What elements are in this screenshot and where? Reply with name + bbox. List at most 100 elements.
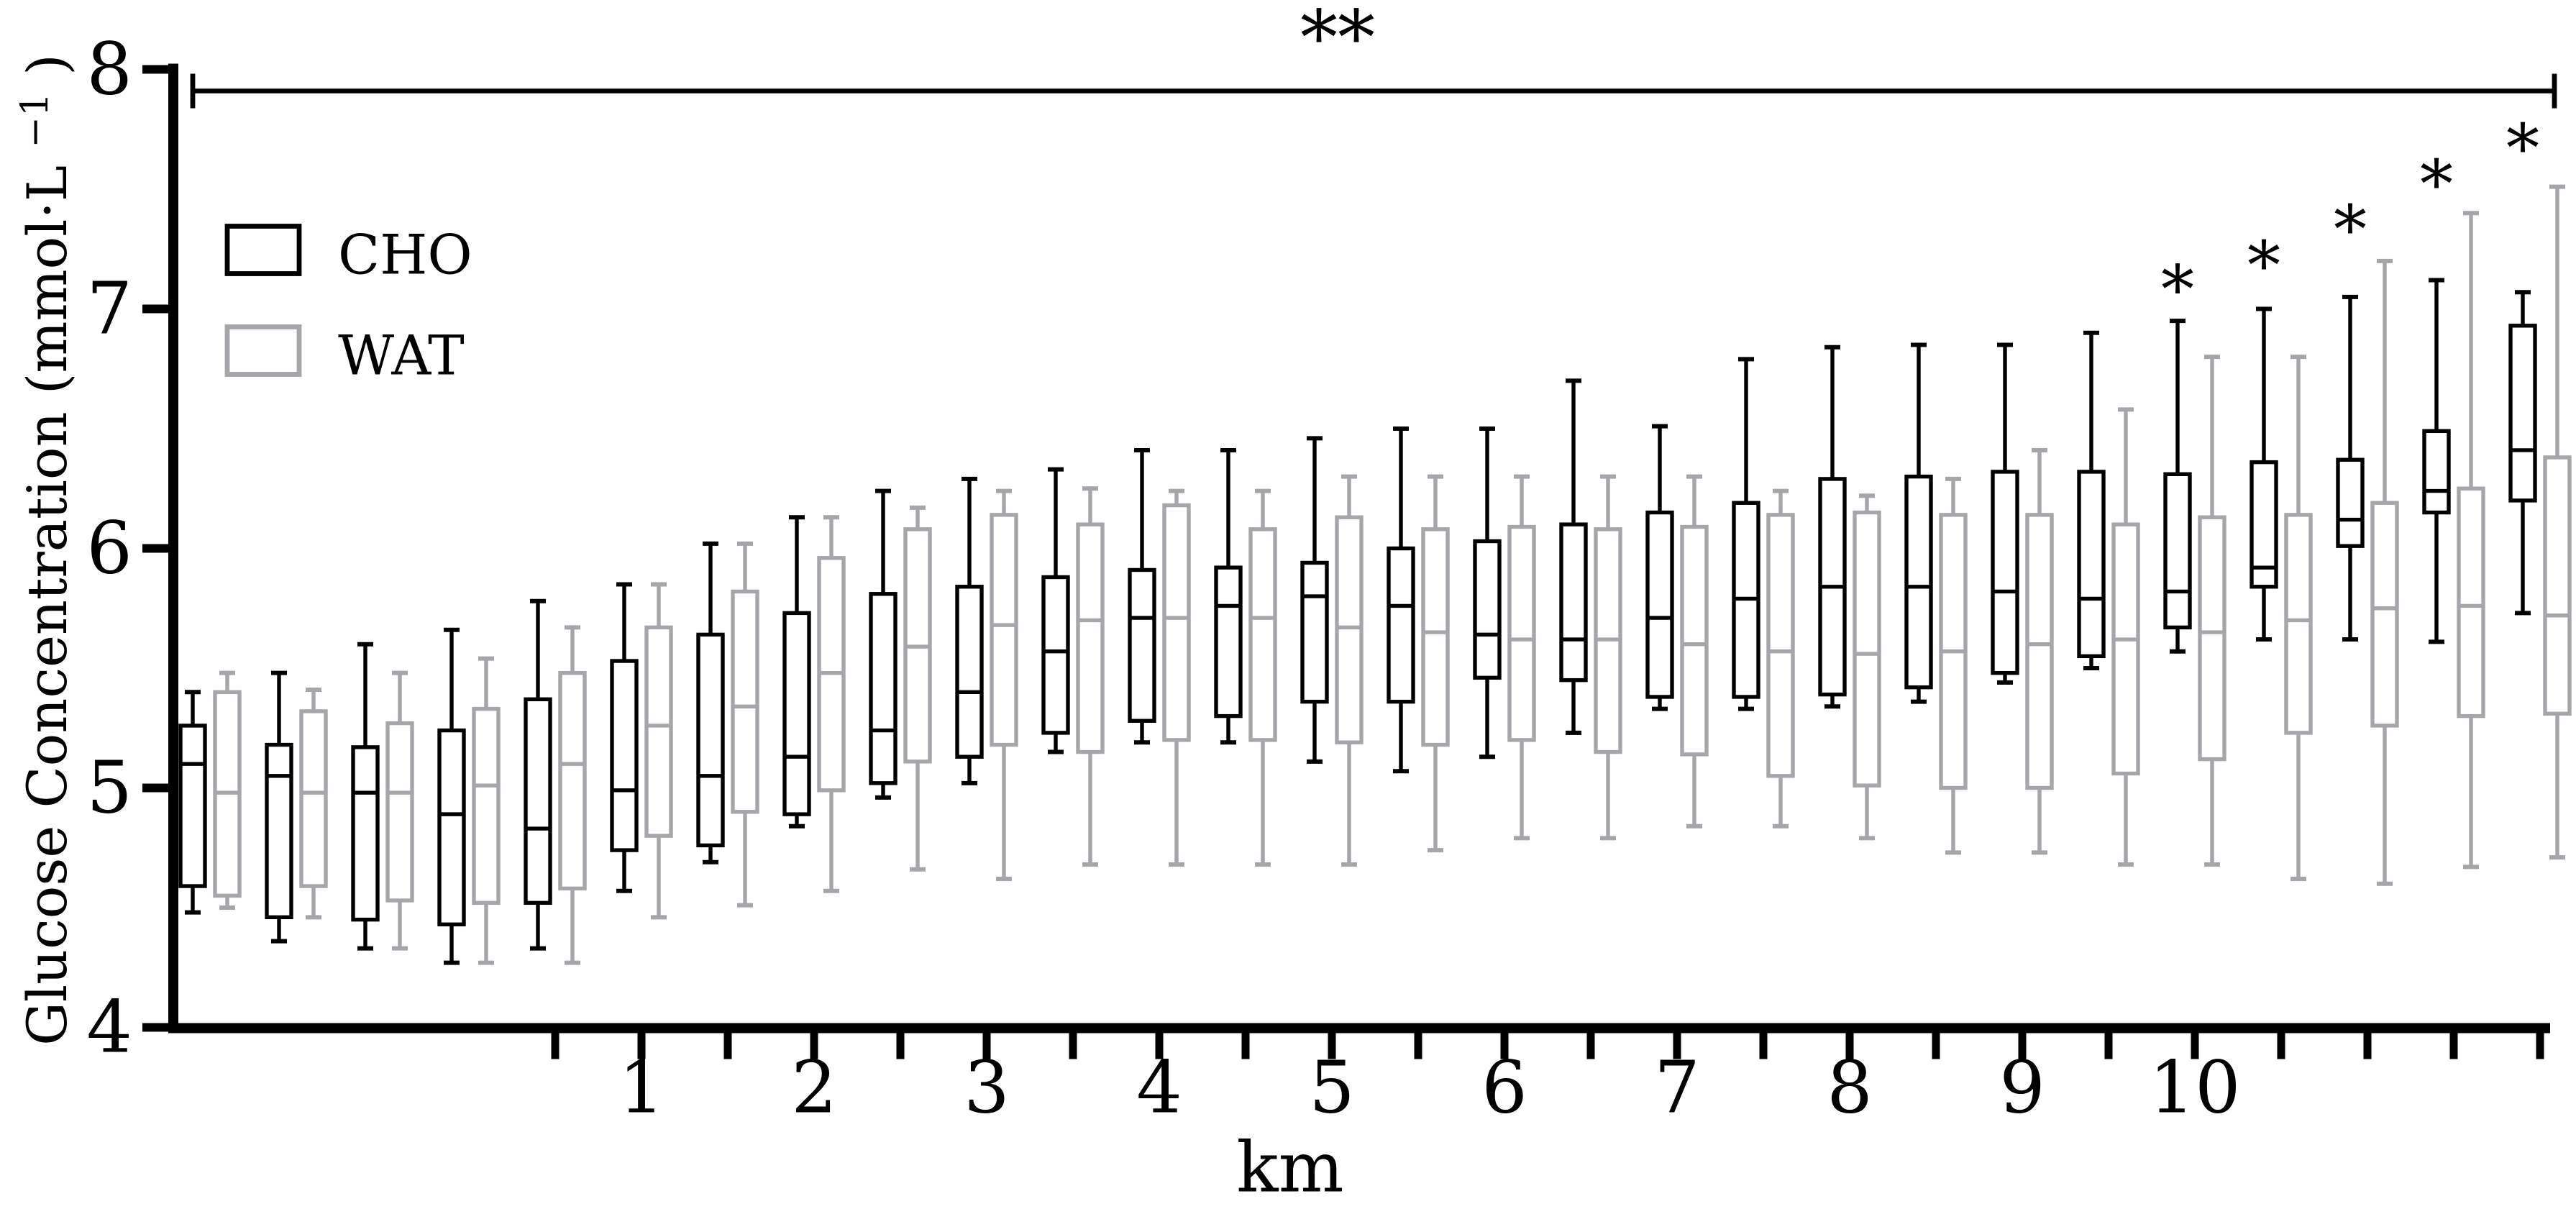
significance-bracket: **: [190, 0, 2557, 109]
box-cho-slot6: [610, 582, 639, 893]
box-wat-slot18: [1680, 474, 1709, 829]
point-significance-asterisk: *: [2506, 110, 2539, 187]
box-cho-slot16: [1473, 426, 1502, 759]
legend-swatch-cho: [224, 224, 302, 276]
box-cho-slot9: [869, 488, 898, 800]
legend: CHO WAT: [224, 223, 472, 388]
box-cho-slot18: [1645, 424, 1674, 711]
box-wat-slot26: [2370, 258, 2399, 886]
y-tick-label: 6: [86, 506, 132, 590]
box-wat-slot10: [990, 488, 1018, 882]
y-axis-title-main: Glucose Concentration (mmol·L: [15, 165, 79, 1046]
x-tick: [2449, 1033, 2458, 1059]
y-axis-title-superscript: −1: [14, 93, 57, 148]
point-significance-asterisk: *: [2161, 251, 2194, 328]
y-tick-label: 5: [86, 746, 132, 830]
point-significance-asterisk: *: [2334, 191, 2367, 268]
y-tick-label: 8: [86, 27, 132, 111]
legend-label-wat: WAT: [338, 324, 465, 388]
box-cho-slot12: [1128, 447, 1156, 745]
box-wat-slot4: [472, 656, 501, 965]
box-wat-slot13: [1248, 488, 1277, 867]
y-tick: [142, 783, 168, 793]
box-cho-slot3: [351, 642, 380, 951]
box-wat-slot14: [1335, 474, 1364, 867]
box-wat-slot25: [2284, 355, 2313, 882]
box-wat-slot9: [903, 505, 932, 872]
x-axis-line: [168, 1023, 2550, 1034]
x-axis-ticks: 1 2 3 4 5 6 7 8 9 10: [551, 1033, 2544, 1130]
x-tick: [1155, 1033, 1164, 1059]
x-tick: [723, 1033, 732, 1059]
x-tick: [2191, 1033, 2199, 1059]
box-cho-slot28: [2508, 290, 2537, 616]
box-cho-slot2: [265, 670, 293, 944]
x-tick-label: 10: [2149, 1046, 2240, 1130]
box-cho-slot4: [437, 627, 466, 965]
x-tick: [637, 1033, 646, 1059]
x-tick-label: 7: [1654, 1046, 1700, 1130]
box-cho-slot27: [2422, 278, 2451, 644]
y-axis-ticks: 8 7 6 5 4: [86, 27, 168, 1069]
box-wat-slot11: [1076, 486, 1105, 867]
x-tick: [2277, 1033, 2285, 1059]
x-tick: [1500, 1033, 1509, 1059]
x-axis-title: km: [1236, 1128, 1343, 1208]
box-cho-slot17: [1559, 378, 1588, 735]
x-tick: [810, 1033, 818, 1059]
x-tick: [1673, 1033, 1681, 1059]
box-wat-slot28: [2543, 184, 2572, 860]
box-wat-slot20: [1853, 493, 1881, 841]
box-wat-slot17: [1594, 474, 1622, 841]
box-cho-slot11: [1041, 467, 1070, 754]
x-tick: [2536, 1033, 2544, 1059]
legend-label-cho: CHO: [338, 223, 472, 287]
box-wat-slot22: [2025, 447, 2054, 855]
box-wat-slot8: [817, 515, 846, 893]
x-tick: [1069, 1033, 1077, 1059]
point-significance-labels: * * * * *: [2161, 110, 2539, 328]
y-tick: [142, 544, 168, 553]
x-tick: [1759, 1033, 1768, 1059]
box-wat-slot12: [1162, 488, 1191, 867]
box-wat-slot24: [2198, 355, 2226, 867]
box-wat-slot2: [299, 687, 328, 920]
y-axis-title-close: ): [15, 54, 79, 76]
box-wat-slot16: [1507, 474, 1536, 841]
box-cho-slot7: [696, 541, 725, 864]
box-wat-slot5: [558, 625, 587, 965]
y-axis-title: Glucose Concentration (mmol·L −1 ): [0, 54, 79, 1046]
box-wat-slot3: [385, 670, 414, 951]
x-tick-label: 5: [1309, 1046, 1355, 1130]
x-tick: [982, 1033, 991, 1059]
box-cho-slot26: [2336, 294, 2365, 642]
box-wat-slot27: [2457, 211, 2485, 870]
box-wat-slot6: [644, 582, 673, 920]
y-axis-line: [168, 63, 178, 1034]
x-tick: [551, 1033, 559, 1059]
point-significance-asterisk: *: [2247, 227, 2280, 304]
x-tick-label: 1: [618, 1046, 664, 1130]
box-cho-slot21: [1904, 342, 1933, 704]
box-cho-slot20: [1818, 345, 1847, 709]
x-tick: [1328, 1033, 1336, 1059]
x-tick-label: 9: [1999, 1046, 2045, 1130]
x-tick-label: 3: [964, 1046, 1010, 1130]
box-wat-slot21: [1939, 476, 1968, 855]
overall-significance-label: **: [1300, 0, 1375, 82]
box-cho-slot1: [178, 690, 207, 915]
x-tick-label: 4: [1136, 1046, 1182, 1130]
legend-swatch-wat: [224, 324, 302, 377]
box-cho-slot19: [1732, 357, 1760, 711]
x-tick: [2018, 1033, 2027, 1059]
box-wat-slot1: [213, 670, 242, 910]
box-wat-slot23: [2111, 407, 2140, 867]
x-tick-label: 8: [1827, 1046, 1873, 1130]
box-cho-slot13: [1214, 447, 1243, 745]
y-tick-label: 4: [86, 985, 132, 1069]
x-tick: [896, 1033, 905, 1059]
x-tick-label: 2: [791, 1046, 837, 1130]
box-wat-slot7: [731, 541, 759, 908]
